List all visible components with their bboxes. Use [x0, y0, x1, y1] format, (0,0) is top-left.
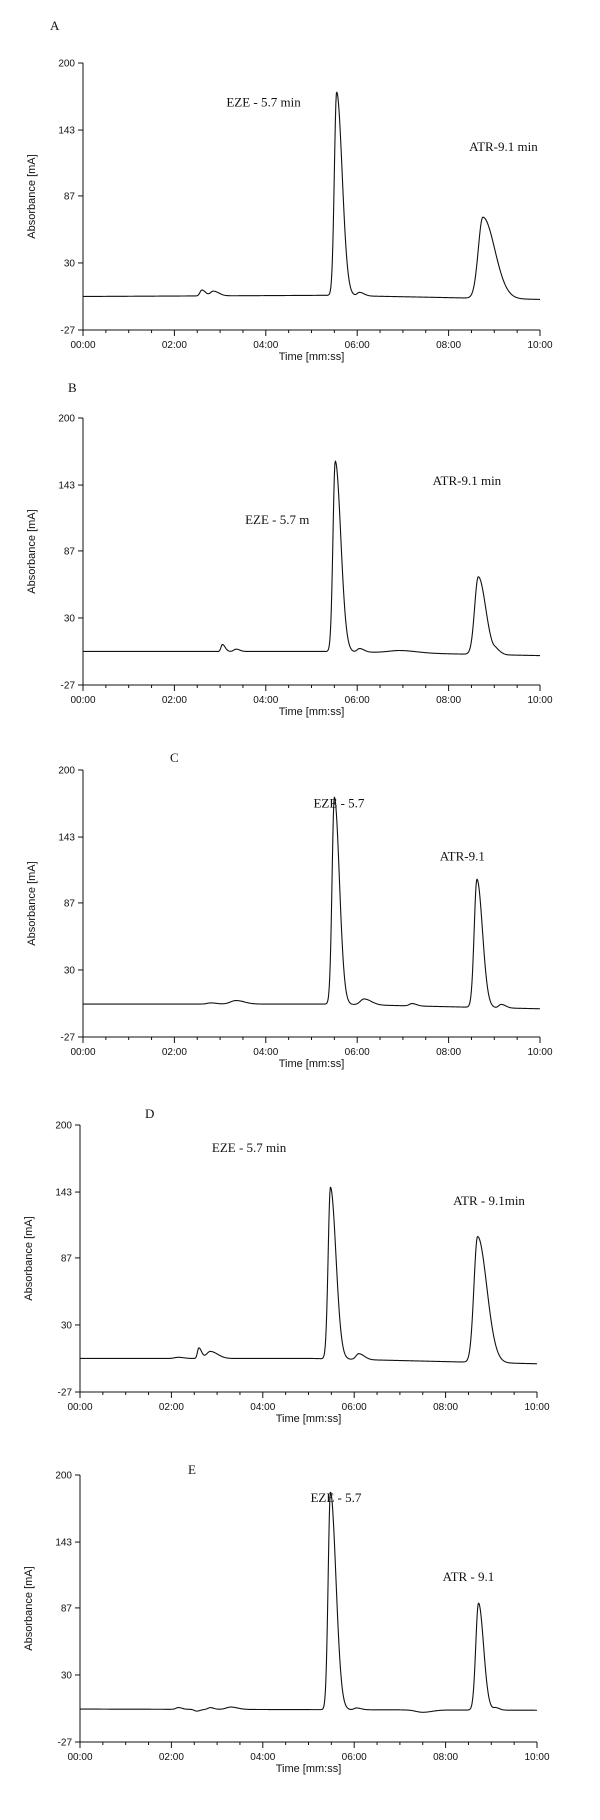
chromatogram-trace [82, 91, 541, 300]
x-tick-label: 06:00 [345, 695, 370, 706]
chromatogram-trace [79, 1186, 538, 1365]
y-tick-label: -27 [58, 1388, 73, 1399]
x-axis-label: Time [mm:ss] [276, 1413, 342, 1425]
x-tick-label: 06:00 [345, 340, 370, 351]
x-tick-label: 02:00 [162, 1047, 187, 1058]
x-tick-label: 08:00 [436, 340, 461, 351]
x-axis-label: Time [mm:ss] [279, 706, 345, 718]
y-tick-label: 87 [64, 546, 76, 557]
x-axis-label: Time [mm:ss] [279, 351, 345, 363]
chart-panel-a: A 200 143 87 30 -27 00:00 02:00 04:00 06:00 08:00 1… [26, 18, 553, 363]
y-tick-label: -27 [58, 1738, 73, 1749]
y-axis-label: Absorbance [mA] [26, 861, 38, 945]
y-tick-label: 200 [55, 1121, 72, 1132]
x-tick-label: 10:00 [527, 340, 552, 351]
chromatogram-trace [82, 796, 541, 1010]
y-tick-label: 200 [55, 1471, 72, 1482]
x-tick-label: 08:00 [433, 1752, 458, 1763]
panel-letter: C [170, 750, 179, 765]
chart-panel-b: B 200 143 87 30 -27 00:00 02:00 04:00 06:00 08:00 1… [26, 380, 553, 718]
chromatogram-trace [82, 460, 541, 657]
peak-annotation: ATR-9.1 min [469, 139, 538, 154]
y-tick-label: 30 [61, 1670, 73, 1681]
y-tick-label: 143 [58, 481, 75, 492]
x-axis-label: Time [mm:ss] [276, 1763, 342, 1775]
chart-panel-e: E 200 143 87 30 -27 00:00 02:00 04:00 06:00 08:00 1… [23, 1462, 550, 1775]
y-tick-label: 30 [64, 965, 76, 976]
peak-annotation: EZE - 5.7 min [212, 1140, 287, 1155]
y-tick-label: 143 [55, 1188, 72, 1199]
y-axis-label: Absorbance [mA] [26, 509, 38, 593]
x-tick-label: 06:00 [342, 1402, 367, 1413]
x-tick-label: 10:00 [524, 1402, 549, 1413]
y-tick-label: 200 [58, 766, 75, 777]
peak-annotation: ATR - 9.1min [453, 1193, 525, 1208]
y-tick-label: 87 [64, 898, 76, 909]
x-tick-label: 04:00 [253, 695, 278, 706]
peak-annotation: EZE - 5.7 min [226, 95, 301, 110]
chart-panel-c: C 200 143 87 30 -27 00:00 02:00 04:00 06:00 08:00 1… [26, 750, 553, 1070]
peak-annotation: EZE - 5.7 [313, 796, 364, 811]
x-tick-label: 08:00 [436, 695, 461, 706]
y-tick-label: 200 [58, 59, 75, 70]
x-axis-label: Time [mm:ss] [279, 1058, 345, 1070]
x-tick-label: 04:00 [250, 1752, 275, 1763]
x-tick-label: 04:00 [253, 1047, 278, 1058]
peak-annotation: ATR - 9.1 [443, 1569, 495, 1584]
x-tick-label: 00:00 [70, 1047, 95, 1058]
y-tick-label: 30 [64, 258, 76, 269]
panel-letter: D [145, 1106, 154, 1121]
y-axis-label: Absorbance [mA] [26, 154, 38, 238]
x-tick-label: 10:00 [524, 1752, 549, 1763]
y-axis-label: Absorbance [mA] [23, 1216, 35, 1300]
y-tick-label: 143 [55, 1538, 72, 1549]
peak-annotation: ATR-9.1 [440, 849, 485, 864]
x-tick-label: 00:00 [70, 695, 95, 706]
y-tick-label: -27 [61, 326, 76, 337]
y-tick-label: 143 [58, 833, 75, 844]
x-tick-label: 04:00 [250, 1402, 275, 1413]
peak-annotation: ATR-9.1 min [433, 473, 502, 488]
x-tick-label: 10:00 [527, 1047, 552, 1058]
y-tick-label: 87 [61, 1253, 73, 1264]
x-tick-label: 00:00 [67, 1402, 92, 1413]
y-tick-label: 200 [58, 414, 75, 425]
x-tick-label: 10:00 [527, 695, 552, 706]
y-tick-label: -27 [61, 681, 76, 692]
x-tick-label: 02:00 [159, 1402, 184, 1413]
y-tick-label: 30 [61, 1320, 73, 1331]
chart-panel-d: D 200 143 87 30 -27 00:00 02:00 04:00 06:00 08:00 1… [23, 1106, 550, 1425]
panel-letter: E [188, 1462, 196, 1477]
y-axis-label: Absorbance [mA] [23, 1566, 35, 1650]
y-tick-label: -27 [61, 1033, 76, 1044]
x-tick-label: 04:00 [253, 340, 278, 351]
peak-annotation: EZE - 5.7 m [245, 512, 309, 527]
y-tick-label: 87 [64, 191, 76, 202]
x-tick-label: 06:00 [345, 1047, 370, 1058]
x-tick-label: 02:00 [159, 1752, 184, 1763]
y-tick-label: 143 [58, 126, 75, 137]
x-tick-label: 02:00 [162, 695, 187, 706]
y-tick-label: 30 [64, 613, 76, 624]
y-tick-label: 87 [61, 1603, 73, 1614]
x-tick-label: 02:00 [162, 340, 187, 351]
x-tick-label: 00:00 [67, 1752, 92, 1763]
x-tick-label: 06:00 [342, 1752, 367, 1763]
peak-annotation: EZE - 5.7 [310, 1490, 361, 1505]
x-tick-label: 00:00 [70, 340, 95, 351]
panel-letter: B [68, 380, 77, 395]
x-tick-label: 08:00 [433, 1402, 458, 1413]
panel-letter: A [50, 18, 60, 33]
x-tick-label: 08:00 [436, 1047, 461, 1058]
chromatogram-trace [79, 1491, 538, 1713]
